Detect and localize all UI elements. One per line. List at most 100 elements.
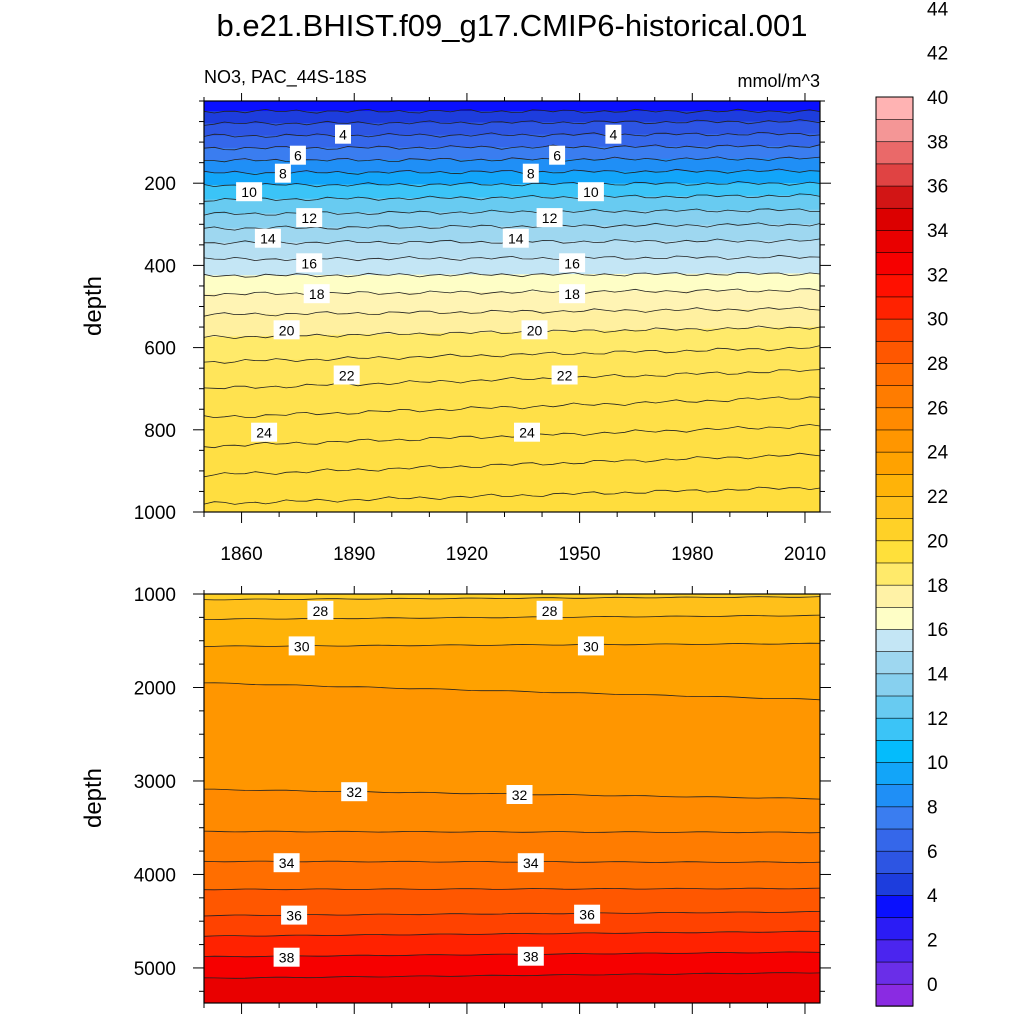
upper-x-tick-label: 1980 (671, 544, 713, 565)
upper-contour-line (204, 452, 820, 478)
upper-contour-band (204, 209, 820, 230)
upper-contour-band (204, 308, 820, 339)
lower-contour-label: 36 (579, 907, 595, 923)
colorbar-swatch (875, 229, 914, 253)
lower-contour-label: 34 (279, 855, 295, 871)
colorbar-swatch (875, 983, 914, 1007)
colorbar-tick-label: 30 (927, 310, 948, 331)
lower-contour-label-box (273, 947, 300, 967)
lower-y-tick-label: 5000 (134, 959, 176, 980)
upper-contour-label: 20 (527, 322, 543, 338)
colorbar-tick-label: 36 (927, 177, 948, 198)
lower-contour-label-box (517, 946, 544, 966)
lower-contour-band (204, 682, 820, 801)
lower-contour-line (204, 860, 820, 864)
upper-x-tick-label: 2010 (784, 544, 826, 565)
upper-x-tick-label: 1950 (558, 544, 600, 565)
upper-contour-line (204, 168, 820, 176)
colorbar-tick-label: 18 (927, 576, 948, 597)
lower-contour-line (204, 614, 820, 620)
colorbar-swatch (875, 407, 914, 431)
colorbar-tick-label: 4 (927, 886, 938, 907)
colorbar-tick-label: 16 (927, 620, 948, 641)
upper-contour-line (204, 131, 820, 138)
lower-contour-label: 30 (294, 638, 310, 654)
colorbar-swatch (875, 96, 914, 120)
upper-contour-line (204, 144, 820, 151)
colorbar-swatch (875, 961, 914, 985)
upper-y-tick-label: 1000 (134, 503, 176, 524)
upper-contour-label-box (549, 145, 566, 165)
colorbar-swatch (875, 584, 914, 608)
upper-contour-line (204, 181, 820, 188)
upper-contour-label: 20 (279, 322, 295, 338)
upper-contour-label-box (296, 253, 323, 273)
chart-title: b.e21.BHIST.f09_g17.CMIP6-historical.001 (216, 8, 807, 43)
colorbar-tick-label: 40 (927, 88, 948, 109)
colorbar-tick-label: 44 (927, 0, 949, 20)
upper-contour-band (204, 425, 820, 477)
upper-contour-label-box (521, 320, 548, 340)
colorbar-tick-label: 28 (927, 354, 948, 375)
chart-subtitle-left: NO3, PAC_44S-18S (204, 67, 367, 88)
lower-contour-label-box (341, 782, 368, 802)
colorbar-swatch (875, 628, 914, 652)
upper-contour-line (204, 193, 820, 202)
colorbar-swatch (875, 540, 914, 564)
upper-contour-label: 14 (508, 231, 524, 247)
lower-y-axis-title: depth (80, 768, 107, 828)
upper-contour-band (204, 487, 820, 512)
colorbar-swatch (875, 894, 914, 919)
colorbar-swatch (875, 828, 914, 852)
upper-contour-label-box (236, 182, 263, 202)
colorbar-swatch (875, 340, 914, 364)
lower-contour-label: 28 (313, 603, 329, 619)
upper-contour-label: 16 (564, 255, 580, 271)
upper-contour-band (204, 326, 820, 364)
colorbar-tick-label: 14 (927, 664, 949, 685)
lower-y-tick-label: 4000 (134, 865, 176, 886)
upper-contour-label-box (536, 208, 563, 228)
lower-y-tick-label: 1000 (134, 585, 176, 606)
upper-contour-label-box (577, 182, 604, 202)
upper-contour-label-box (289, 145, 306, 165)
colorbar-tick-label: 24 (927, 443, 949, 464)
lower-contour-label: 30 (583, 638, 599, 654)
upper-contour-label: 12 (301, 210, 317, 226)
upper-contour-label-box (303, 284, 330, 304)
upper-contour-label: 8 (527, 166, 535, 182)
colorbar-swatch (875, 850, 914, 874)
lower-contour-label: 34 (523, 855, 539, 871)
upper-contour-line (204, 325, 820, 340)
colorbar-swatch (875, 917, 914, 941)
lower-contour-band (204, 596, 820, 621)
lower-contour-label-box (536, 600, 563, 620)
lower-contour-label-box (506, 785, 533, 804)
lower-y-tick-label: 3000 (134, 772, 176, 793)
lower-contour-line (204, 830, 820, 834)
lower-contour-line (204, 682, 820, 701)
colorbar-swatch (875, 185, 914, 209)
colorbar-swatch (875, 517, 914, 542)
upper-contour-line (204, 369, 820, 390)
upper-contour-label-box (559, 253, 586, 273)
colorbar-tick-label: 26 (927, 398, 948, 419)
upper-contour-line (204, 424, 820, 449)
colorbar-tick-label: 6 (927, 842, 938, 863)
upper-contour-label: 18 (564, 286, 580, 302)
colorbar-tick-label: 0 (927, 975, 938, 996)
upper-contour-band (204, 158, 820, 175)
colorbar-tick-label: 2 (927, 931, 938, 952)
lower-contour-label-box (307, 600, 334, 620)
upper-contour-band (204, 369, 820, 419)
upper-contour-line (204, 156, 820, 163)
colorbar-swatch (875, 495, 914, 519)
colorbar-tick-label: 34 (927, 221, 949, 242)
upper-contour-band (204, 256, 820, 277)
lower-contour-line (204, 887, 820, 891)
upper-contour-label: 8 (279, 166, 287, 182)
lower-contour-label-box (517, 853, 544, 873)
colorbar-swatch (875, 296, 914, 320)
colorbar-tick-label: 32 (927, 265, 948, 286)
